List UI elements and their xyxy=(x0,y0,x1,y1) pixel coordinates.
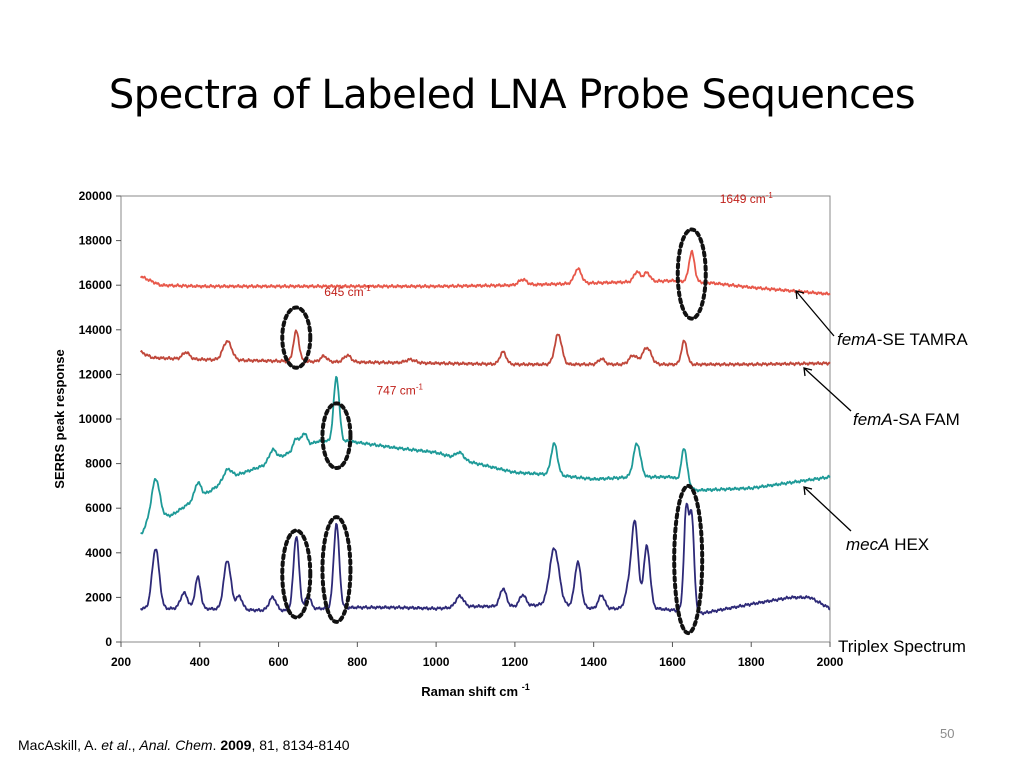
peak-annotation: 645 cm-1 xyxy=(324,284,371,299)
citation-sep2: . xyxy=(212,737,221,753)
peak-annotation: 1649 cm-1 xyxy=(720,191,774,206)
y-tick-label: 2000 xyxy=(85,590,112,604)
y-tick-label: 8000 xyxy=(85,457,112,471)
plot-area xyxy=(120,195,831,643)
y-tick-label: 16000 xyxy=(79,278,113,292)
page-number: 50 xyxy=(940,726,955,741)
label-tamra-gene: femA xyxy=(837,330,877,349)
arrow-fam xyxy=(803,367,852,412)
citation-rest: , 81, 8134-8140 xyxy=(251,737,350,753)
arrow-hex xyxy=(803,486,852,532)
x-tick-label: 1200 xyxy=(502,655,529,669)
peak-highlight-ellipse xyxy=(675,227,708,321)
y-tick-label: 12000 xyxy=(79,367,113,381)
label-fema-se-tamra: femA-SE TAMRA xyxy=(837,330,968,350)
peak-highlight-ellipse xyxy=(280,305,313,370)
x-tick-label: 200 xyxy=(111,655,131,669)
spectrum-line xyxy=(139,249,831,296)
y-tick-label: 4000 xyxy=(85,546,112,560)
peak-annotation: 747 cm-1 xyxy=(376,383,423,398)
y-tick-label: 20000 xyxy=(79,189,113,203)
citation-etal: et al xyxy=(101,737,128,753)
citation: MacAskill, A. et al., Anal. Chem. 2009, … xyxy=(18,737,350,753)
spectra-series xyxy=(139,249,831,616)
y-axis-label: SERRS peak response xyxy=(52,349,67,488)
label-tamra-rest: -SE TAMRA xyxy=(876,330,968,349)
peak-highlight-ellipse xyxy=(672,483,705,636)
citation-year: 2009 xyxy=(220,737,252,753)
x-axis-label-sup: -1 xyxy=(522,682,530,692)
peak-annotations: 1649 cm-1 645 cm-1 747 cm-1 xyxy=(324,191,773,398)
x-tick-label: 600 xyxy=(269,655,289,669)
x-tick-label: 1000 xyxy=(423,655,450,669)
arrowhead-tamra xyxy=(795,290,805,300)
x-tick-label: 2000 xyxy=(817,655,844,669)
y-tick-label: 6000 xyxy=(85,501,112,515)
label-meca-hex: mecA HEX xyxy=(846,535,929,555)
peak-highlight-ellipse xyxy=(280,528,313,620)
peak-highlight-ellipse xyxy=(320,515,353,624)
x-tick-label: 400 xyxy=(190,655,210,669)
axes: 200 400 600 800 1000 1200 1400 1600 1800 20000200… xyxy=(52,189,844,699)
y-tick-label: 10000 xyxy=(79,412,113,426)
label-fam-rest: -SA FAM xyxy=(892,410,960,429)
peak-annotation-sup: -1 xyxy=(766,191,774,200)
x-tick-label: 800 xyxy=(347,655,367,669)
arrowhead-fam xyxy=(803,367,813,377)
y-tick-label: 18000 xyxy=(79,234,113,248)
label-fema-sa-fam: femA-SA FAM xyxy=(853,410,960,430)
peak-highlight-ellipse xyxy=(320,401,353,471)
label-fam-gene: femA xyxy=(853,410,893,429)
spectrum-line xyxy=(139,502,831,616)
peak-highlights xyxy=(280,227,708,636)
citation-journal: Anal. Chem xyxy=(139,737,213,753)
label-hex-rest: HEX xyxy=(889,535,930,554)
x-tick-label: 1400 xyxy=(580,655,607,669)
citation-sep1: ., xyxy=(127,737,140,753)
peak-annotation-sup: -1 xyxy=(364,284,372,293)
x-tick-label: 1800 xyxy=(738,655,765,669)
slide-title: Spectra of Labeled LNA Probe Sequences xyxy=(108,72,916,118)
citation-author: MacAskill, A. xyxy=(18,737,102,753)
peak-annotation-sup: -1 xyxy=(416,383,424,392)
arrowhead-hex xyxy=(803,486,813,496)
x-axis-label: Raman shift cm -1 xyxy=(421,682,529,699)
y-tick-label: 14000 xyxy=(79,323,113,337)
arrow-tamra xyxy=(795,290,835,337)
label-triplex-spectrum: Triplex Spectrum xyxy=(838,637,966,656)
spectrum-line xyxy=(140,375,831,535)
label-hex-gene: mecA xyxy=(846,535,890,554)
label-arrows xyxy=(795,290,852,532)
spectrum-line xyxy=(139,329,831,367)
x-tick-label: 1600 xyxy=(659,655,686,669)
y-tick-label: 0 xyxy=(105,635,112,649)
